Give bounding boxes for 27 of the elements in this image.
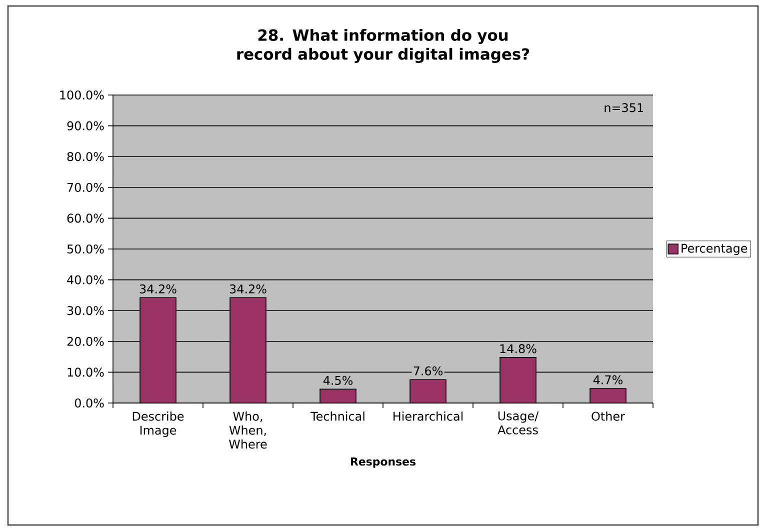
y-tick-label: 30.0% xyxy=(67,306,104,316)
x-tick-label: Other xyxy=(592,412,625,421)
y-tick-label: 70.0% xyxy=(67,182,104,192)
y-tick-label: 90.0% xyxy=(67,121,104,130)
data-label: 4.5% xyxy=(323,376,353,385)
data-label: 4.7% xyxy=(593,375,623,384)
data-label: 34.2% xyxy=(230,284,266,294)
y-tick-label: 100.0% xyxy=(60,90,104,100)
y-tick-label: 20.0% xyxy=(67,336,104,346)
x-tick-label: Who, When, Where xyxy=(229,412,267,449)
y-tick-label: 10.0% xyxy=(68,368,104,377)
y-tick-label: 80.0% xyxy=(67,152,104,162)
data-label: 14.8% xyxy=(500,344,536,354)
annotation: n=351 xyxy=(604,103,643,112)
x-tick-label: Hierarchical xyxy=(394,412,463,421)
chart-title: 28. What information do you record about your digital images? xyxy=(237,28,530,63)
y-tick-label: 40.0% xyxy=(67,275,104,284)
x-axis-title: Responses xyxy=(350,458,416,468)
y-tick-label: 60.0% xyxy=(67,214,104,223)
data-label: 7.6% xyxy=(414,366,443,376)
legend-label: Percentage xyxy=(682,244,748,256)
x-tick-label: Usage/ Access xyxy=(498,412,539,434)
y-tick-label: 0.0% xyxy=(74,398,104,408)
y-tick-label: 50.0% xyxy=(67,244,104,254)
x-tick-label: Technical xyxy=(310,412,364,421)
data-label: 34.2% xyxy=(140,284,176,294)
x-tick-label: Describe Image xyxy=(132,412,184,438)
